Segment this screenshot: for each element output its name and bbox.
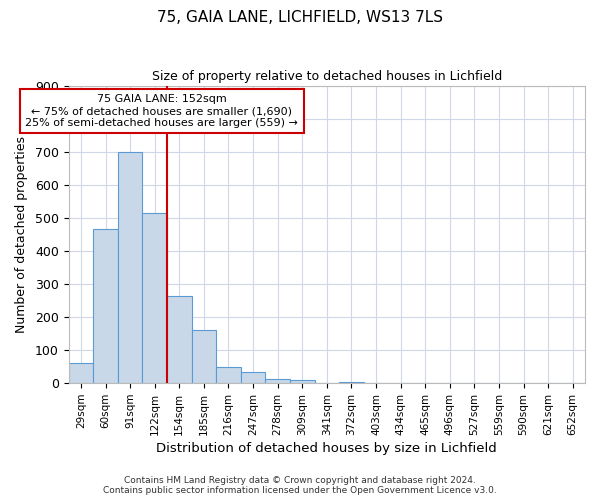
Bar (167, 296, 191, 383)
Bar (216, 368, 241, 383)
Bar (191, 330, 216, 383)
Bar (339, 382, 364, 383)
Bar (118, 152, 142, 383)
Bar (142, 213, 167, 383)
Bar (241, 372, 265, 383)
Text: 75, GAIA LANE, LICHFIELD, WS13 7LS: 75, GAIA LANE, LICHFIELD, WS13 7LS (157, 10, 443, 25)
X-axis label: Distribution of detached houses by size in Lichfield: Distribution of detached houses by size … (157, 442, 497, 455)
Bar (93, 230, 118, 383)
Title: Size of property relative to detached houses in Lichfield: Size of property relative to detached ho… (152, 70, 502, 83)
Y-axis label: Number of detached properties: Number of detached properties (15, 136, 28, 333)
Bar (290, 380, 314, 383)
Bar (68, 364, 93, 383)
Bar (265, 378, 290, 383)
Text: Contains HM Land Registry data © Crown copyright and database right 2024.
Contai: Contains HM Land Registry data © Crown c… (103, 476, 497, 495)
Text: 75 GAIA LANE: 152sqm
← 75% of detached houses are smaller (1,690)
25% of semi-de: 75 GAIA LANE: 152sqm ← 75% of detached h… (25, 94, 298, 128)
